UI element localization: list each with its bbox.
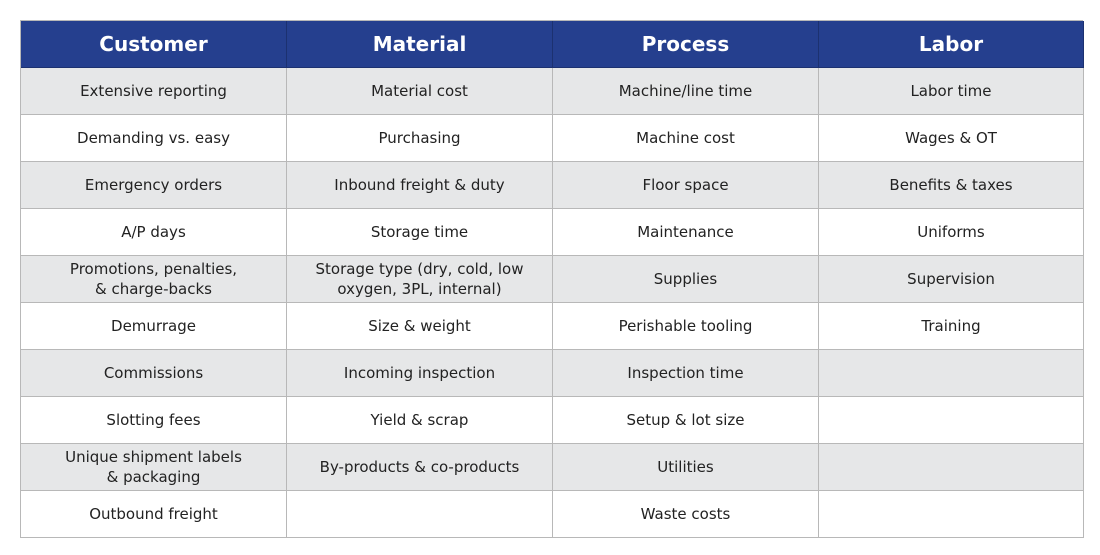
column-header: Process xyxy=(553,21,819,68)
table-cell: Wages & OT xyxy=(819,115,1084,162)
table-cell: Demurrage xyxy=(21,303,287,350)
table-cell: By-products & co-products xyxy=(287,444,553,491)
table-cell: A/P days xyxy=(21,209,287,256)
empty-cell xyxy=(819,444,1084,491)
table-cell: Promotions, penalties, & charge-backs xyxy=(21,256,287,303)
table-cell: Unique shipment labels & packaging xyxy=(21,444,287,491)
table-cell: Floor space xyxy=(553,162,819,209)
table-cell: Material cost xyxy=(287,68,553,115)
table-cell: Outbound freight xyxy=(21,491,287,538)
table-cell: Machine/line time xyxy=(553,68,819,115)
column-header: Customer xyxy=(21,21,287,68)
table-cell: Benefits & taxes xyxy=(819,162,1084,209)
table-cell: Uniforms xyxy=(819,209,1084,256)
table-cell: Utilities xyxy=(553,444,819,491)
table-cell: Storage type (dry, cold, low oxygen, 3PL… xyxy=(287,256,553,303)
table-cell: Purchasing xyxy=(287,115,553,162)
column-header: Material xyxy=(287,21,553,68)
empty-cell xyxy=(819,350,1084,397)
table-cell: Inspection time xyxy=(553,350,819,397)
table-cell: Waste costs xyxy=(553,491,819,538)
table-cell: Inbound freight & duty xyxy=(287,162,553,209)
table-cell: Extensive reporting xyxy=(21,68,287,115)
table-cell: Slotting fees xyxy=(21,397,287,444)
table-cell: Incoming inspection xyxy=(287,350,553,397)
table-cell: Emergency orders xyxy=(21,162,287,209)
table-cell: Storage time xyxy=(287,209,553,256)
table-cell: Perishable tooling xyxy=(553,303,819,350)
table-cell: Supplies xyxy=(553,256,819,303)
table-cell: Supervision xyxy=(819,256,1084,303)
column-header: Labor xyxy=(819,21,1084,68)
table-cell: Commissions xyxy=(21,350,287,397)
cost-table: Customer Material Process Labor Extensive re… xyxy=(20,20,1084,538)
empty-cell xyxy=(819,491,1084,538)
empty-cell xyxy=(287,491,553,538)
table-cell: Yield & scrap xyxy=(287,397,553,444)
table-cell: Setup & lot size xyxy=(553,397,819,444)
table-cell: Maintenance xyxy=(553,209,819,256)
table-cell: Size & weight xyxy=(287,303,553,350)
table-cell: Demanding vs. easy xyxy=(21,115,287,162)
table-cell: Labor time xyxy=(819,68,1084,115)
empty-cell xyxy=(819,397,1084,444)
table-cell: Training xyxy=(819,303,1084,350)
table-cell: Machine cost xyxy=(553,115,819,162)
